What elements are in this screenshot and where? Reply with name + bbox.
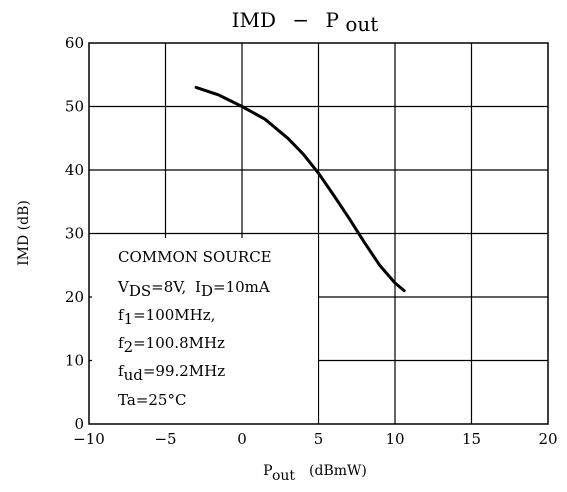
- annotation-line-6: Ta=25°C: [118, 391, 186, 409]
- annotation-f1-sub: 1: [124, 310, 134, 328]
- annotation-vds-symbol: V: [117, 278, 130, 296]
- x-tick-label: 20: [538, 430, 557, 448]
- y-tick-label: 60: [65, 34, 84, 52]
- annotation-fud-symbol: f: [118, 362, 125, 380]
- annotation-f1-symbol: f: [118, 306, 125, 324]
- annotation-fud-sub: ud: [124, 366, 144, 384]
- title-main: IMD: [232, 8, 276, 32]
- plot-frame: [88, 42, 549, 425]
- annotation-line-2: VDS=8V, ID=10mA: [117, 278, 270, 300]
- x-tick-label: −10: [73, 430, 105, 448]
- y-tick-label: 0: [74, 415, 84, 433]
- y-tick-label: 30: [65, 225, 84, 243]
- annotation-fud-value: =99.2MHz: [143, 362, 225, 380]
- annotation-f2-symbol: f: [118, 334, 125, 352]
- annotation-f2-value: =100.8MHz: [133, 334, 225, 352]
- annotation-background: [92, 238, 318, 424]
- y-axis-label: IMD (dB): [16, 200, 32, 266]
- imd-curve: [194, 85, 406, 293]
- annotation-box: COMMON SOURCE VDS=8V, ID=10mA f1=100MHz,…: [92, 238, 318, 424]
- x-tick-label: 10: [385, 430, 404, 448]
- title-sub: out: [345, 12, 378, 36]
- annotation-line-4: f2=100.8MHz: [118, 334, 225, 356]
- y-tick-label: 40: [65, 161, 84, 179]
- chart-title: IMD − P out: [232, 8, 379, 36]
- axis-ticks: −10 −5 0 5 10 15 20 0 10 20 30 40 50 60: [65, 34, 558, 448]
- annotation-vds-value: =8V,: [151, 278, 186, 296]
- title-var: P: [326, 8, 339, 32]
- y-tick-label: 20: [65, 288, 84, 306]
- annotation-f2-sub: 2: [124, 338, 134, 356]
- x-label-sub: out: [272, 468, 295, 484]
- y-tick-label: 10: [65, 352, 84, 370]
- x-tick-label: −5: [154, 430, 176, 448]
- annotation-line-3: f1=100MHz,: [118, 306, 215, 328]
- y-tick-label: 50: [65, 98, 84, 116]
- x-axis-label: Pout (dBmW): [263, 463, 367, 484]
- x-tick-label: 5: [314, 430, 324, 448]
- title-dash: −: [292, 8, 309, 32]
- annotation-id-symbol: I: [195, 278, 201, 296]
- x-tick-label: 0: [237, 430, 247, 448]
- annotation-id-value: =10mA: [213, 278, 270, 296]
- annotation-line-1: COMMON SOURCE: [118, 248, 272, 266]
- x-tick-label: 15: [462, 430, 481, 448]
- annotation-vds-sub: DS: [129, 282, 151, 300]
- annotation-id-sub: D: [201, 282, 213, 300]
- x-label-unit: (dBmW): [309, 463, 367, 479]
- x-label-var: P: [263, 463, 272, 479]
- annotation-f1-value: =100MHz,: [133, 306, 215, 324]
- annotation-line-5: fud=99.2MHz: [118, 362, 225, 384]
